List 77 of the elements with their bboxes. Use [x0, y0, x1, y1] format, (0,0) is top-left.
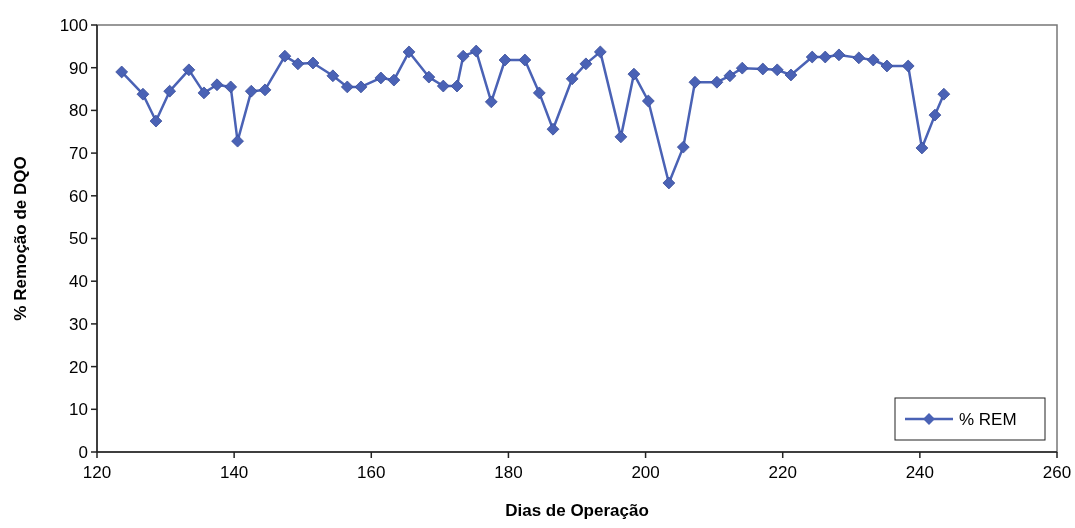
y-tick-label: 100: [59, 15, 88, 35]
point: [880, 59, 894, 73]
point: [115, 65, 129, 79]
point: [387, 73, 401, 87]
x-tick-label: 120: [82, 463, 112, 482]
point: [852, 51, 866, 65]
point: [278, 49, 292, 63]
point: [244, 84, 258, 98]
point: [210, 78, 224, 92]
point: [546, 122, 560, 136]
x-tick-label: 220: [768, 463, 797, 482]
y-axis-title: % Remoção de DQO: [11, 156, 30, 321]
point: [402, 45, 416, 59]
y-tick-label: 0: [78, 442, 88, 462]
point: [756, 62, 770, 76]
point: [832, 48, 846, 62]
point: [901, 59, 915, 73]
point: [662, 176, 676, 190]
point: [805, 50, 819, 64]
point: [735, 61, 749, 75]
point: [231, 134, 244, 148]
point: [224, 80, 238, 94]
point: [340, 80, 354, 94]
point: [450, 79, 464, 93]
x-tick-label: 180: [494, 463, 523, 482]
x-tick-label: 140: [219, 463, 249, 482]
y-tick-label: 60: [69, 186, 88, 206]
point: [688, 75, 702, 89]
point: [374, 71, 388, 85]
point: [354, 80, 368, 94]
point: [937, 87, 951, 101]
legend-label: % REM: [959, 409, 1017, 429]
point: [422, 70, 436, 84]
point: [928, 108, 942, 122]
y-tick-label: 50: [69, 229, 88, 249]
point: [770, 63, 784, 77]
point: [306, 56, 320, 70]
y-tick-label: 70: [69, 144, 88, 164]
x-tick-label: 260: [1042, 463, 1072, 482]
point: [518, 53, 532, 67]
point: [136, 87, 150, 101]
y-tick-label: 20: [69, 357, 88, 377]
point: [915, 141, 929, 155]
point: [532, 86, 546, 100]
y-tick-label: 40: [69, 272, 88, 292]
point: [291, 57, 305, 71]
y-tick-label: 90: [69, 58, 88, 78]
point: [182, 63, 196, 77]
x-tick-label: 240: [905, 463, 935, 482]
point: [710, 75, 724, 89]
point: [676, 140, 690, 154]
x-tick-label: 200: [631, 463, 660, 482]
y-tick-label: 30: [69, 314, 88, 334]
point: [197, 86, 211, 100]
point: [326, 69, 340, 83]
point: [614, 130, 628, 144]
point: [818, 50, 832, 64]
x-axis-title: Dias de Operação: [505, 501, 649, 520]
point: [163, 84, 177, 98]
point: [149, 114, 163, 128]
point: [866, 53, 880, 67]
point: [498, 53, 512, 67]
point: [784, 68, 798, 82]
point: [258, 83, 272, 97]
point: [723, 69, 737, 83]
x-tick-label: 160: [357, 463, 386, 482]
point: [641, 94, 655, 108]
y-tick-label: 80: [69, 101, 88, 121]
point: [469, 44, 483, 58]
point: [579, 57, 593, 71]
point: [565, 72, 579, 86]
point: [436, 79, 450, 93]
y-tick-label: 10: [69, 400, 88, 420]
point: [627, 67, 641, 81]
point: [484, 95, 498, 109]
point: [593, 45, 607, 59]
point: [456, 49, 470, 63]
